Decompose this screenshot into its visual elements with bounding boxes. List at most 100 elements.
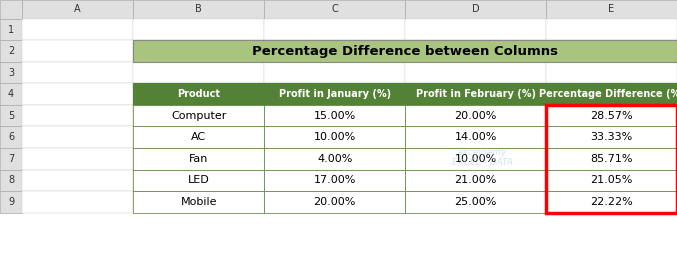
Bar (405, 62, 546, 83)
Text: 10.00%: 10.00% (454, 154, 497, 164)
Bar (546, 148, 677, 169)
Bar (264, 41, 405, 62)
Bar (264, 169, 405, 191)
Bar (133, 169, 264, 191)
Bar (546, 105, 677, 127)
Bar (546, 127, 677, 148)
Text: 28.57%: 28.57% (590, 111, 633, 121)
Bar (264, 105, 405, 127)
Text: 3: 3 (8, 68, 14, 78)
Text: 4: 4 (8, 89, 14, 99)
Bar (264, 83, 405, 105)
Bar (264, 148, 405, 169)
Bar (405, 191, 546, 213)
Bar (405, 127, 546, 148)
Text: 85.71%: 85.71% (590, 154, 633, 164)
Bar (546, 127, 677, 148)
Bar (546, 41, 677, 62)
Bar (22, 0, 133, 19)
Bar (264, 0, 405, 19)
Bar (133, 105, 264, 127)
Bar (133, 0, 264, 19)
Bar (133, 127, 264, 148)
Bar (133, 105, 264, 127)
Bar (22, 127, 133, 148)
Bar (133, 62, 264, 83)
Bar (133, 169, 264, 191)
Bar (264, 127, 405, 148)
Bar (22, 105, 133, 127)
Bar (0, 105, 22, 127)
Bar (405, 148, 546, 169)
Text: 21.05%: 21.05% (590, 175, 633, 185)
Text: Percentage Difference between Columns: Percentage Difference between Columns (252, 45, 558, 58)
Bar (405, 148, 546, 169)
Text: 9: 9 (8, 197, 14, 207)
Bar (133, 83, 264, 105)
Bar (0, 127, 22, 148)
Bar (133, 148, 264, 169)
Text: A: A (74, 4, 81, 14)
Text: 33.33%: 33.33% (590, 132, 632, 142)
Text: Fan: Fan (189, 154, 209, 164)
Bar (405, 83, 546, 105)
Bar (546, 83, 677, 105)
Bar (133, 127, 264, 148)
Bar (546, 105, 677, 127)
Text: C: C (331, 4, 338, 14)
Bar (0, 191, 22, 213)
Text: 17.00%: 17.00% (313, 175, 356, 185)
Text: 2: 2 (8, 46, 14, 56)
Bar (264, 127, 405, 148)
Bar (264, 169, 405, 191)
Bar (405, 191, 546, 213)
Bar (0, 83, 22, 105)
Bar (133, 19, 264, 41)
Text: 8: 8 (8, 175, 14, 185)
Text: 21.00%: 21.00% (454, 175, 497, 185)
Bar (0, 148, 22, 169)
Text: Computer: Computer (171, 111, 227, 121)
Bar (0, 19, 22, 41)
Text: 10.00%: 10.00% (313, 132, 356, 142)
Bar (405, 0, 546, 19)
Bar (0, 169, 22, 191)
Bar (133, 191, 264, 213)
Bar (405, 169, 546, 191)
Bar (546, 19, 677, 41)
Text: 20.00%: 20.00% (454, 111, 497, 121)
Text: Product: Product (177, 89, 220, 99)
Bar (405, 169, 546, 191)
Bar (22, 83, 133, 105)
Text: Mobile: Mobile (181, 197, 217, 207)
Bar (22, 62, 133, 83)
Bar (0, 41, 22, 62)
Bar (546, 169, 677, 191)
Text: 7: 7 (8, 154, 14, 164)
Text: exceldemy
EXCEL - DATA: exceldemy EXCEL - DATA (452, 148, 513, 167)
Text: Profit in January (%): Profit in January (%) (279, 89, 391, 99)
Text: 14.00%: 14.00% (454, 132, 497, 142)
Bar (546, 191, 677, 213)
Bar (264, 105, 405, 127)
Text: 25.00%: 25.00% (454, 197, 497, 207)
Text: 20.00%: 20.00% (313, 197, 356, 207)
Bar (405, 41, 546, 62)
Text: 6: 6 (8, 132, 14, 142)
Bar (133, 191, 264, 213)
Text: 22.22%: 22.22% (590, 197, 633, 207)
Bar (22, 41, 133, 62)
Text: Percentage Difference (%): Percentage Difference (%) (539, 89, 677, 99)
Bar (546, 0, 677, 19)
Bar (546, 105, 677, 213)
Bar (133, 83, 264, 105)
Bar (133, 41, 264, 62)
Text: 4.00%: 4.00% (317, 154, 353, 164)
Bar (546, 169, 677, 191)
Bar (405, 83, 546, 105)
Bar (264, 83, 405, 105)
Bar (22, 169, 133, 191)
Bar (264, 191, 405, 213)
Bar (546, 191, 677, 213)
Text: E: E (609, 4, 615, 14)
